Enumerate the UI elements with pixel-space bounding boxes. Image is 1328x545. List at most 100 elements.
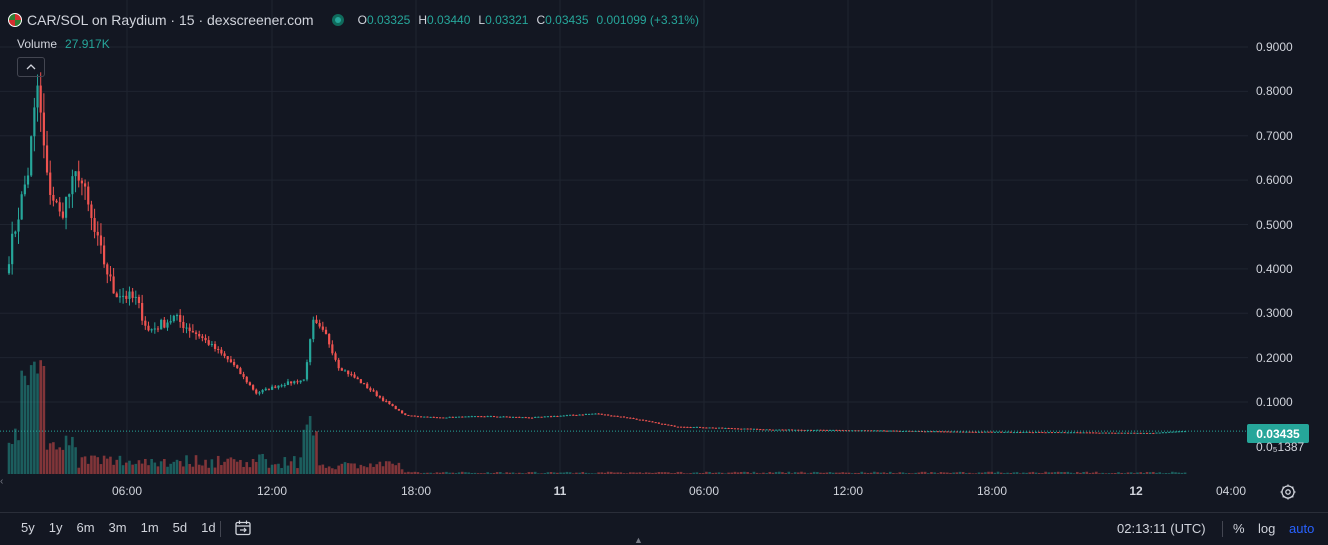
candle-body xyxy=(400,410,404,414)
volume-bar xyxy=(1129,472,1133,474)
candle-body xyxy=(1092,432,1095,434)
candle-body xyxy=(790,429,794,431)
chart-settings-icon[interactable] xyxy=(1279,483,1297,501)
collapse-legend-button[interactable] xyxy=(17,57,45,77)
candle-body xyxy=(996,431,1000,433)
volume-bar xyxy=(746,471,749,474)
candle-body xyxy=(794,429,797,431)
volume-bar xyxy=(692,472,696,474)
candle-body xyxy=(568,414,572,416)
candle-body xyxy=(698,426,702,428)
volume-bar xyxy=(210,459,214,474)
volume-bar xyxy=(968,472,971,474)
price-chart[interactable] xyxy=(0,0,1248,474)
volume-bar xyxy=(346,463,350,474)
volume-bar xyxy=(403,472,407,474)
volume-bar xyxy=(971,473,974,474)
candle-body xyxy=(1054,432,1057,434)
candle-body xyxy=(217,348,220,350)
low-key: L xyxy=(478,13,486,27)
percent-scale-toggle[interactable]: % xyxy=(1233,521,1245,536)
volume-bar xyxy=(258,454,261,474)
candle-body xyxy=(156,328,160,330)
volume-bar xyxy=(828,471,832,474)
volume-bar xyxy=(806,473,810,474)
volume-bar xyxy=(898,472,902,474)
volume-bar xyxy=(711,472,715,474)
volume-bar xyxy=(305,424,309,474)
candle-body xyxy=(752,428,756,430)
candle-body xyxy=(413,415,416,417)
volume-bar xyxy=(854,472,857,474)
volume-bar xyxy=(299,457,302,474)
price-axis-label: 0.7000 xyxy=(1256,128,1293,143)
log-scale-toggle[interactable]: log xyxy=(1258,521,1276,536)
volume-bar xyxy=(587,473,591,474)
timeframe-1d-button[interactable]: 1d xyxy=(201,520,216,535)
auto-scale-toggle[interactable]: auto xyxy=(1289,521,1315,536)
chart-area[interactable] xyxy=(0,0,1248,474)
volume-bar xyxy=(622,473,626,474)
time-axis-label: 12:00 xyxy=(256,484,288,498)
timeframe-1y-button[interactable]: 1y xyxy=(48,520,63,535)
candle-body xyxy=(841,430,844,432)
volume-bar xyxy=(451,472,455,474)
timeframe-1m-button[interactable]: 1m xyxy=(140,520,159,535)
candle-body xyxy=(740,428,743,430)
candle-body xyxy=(832,429,835,431)
utc-clock[interactable]: 02:13:11 (UTC) xyxy=(1117,521,1206,536)
candle-body xyxy=(312,319,315,340)
price-axis-label: 0.1000 xyxy=(1256,395,1293,409)
candle-body xyxy=(702,427,705,429)
volume-bar xyxy=(812,471,816,474)
volume-bar xyxy=(223,461,226,474)
volume-bar xyxy=(565,471,569,474)
candle-body xyxy=(705,427,708,429)
candle-body xyxy=(144,320,147,326)
timeframe-6m-button[interactable]: 6m xyxy=(76,520,95,535)
price-axis-label: 0.5000 xyxy=(1256,217,1293,232)
timeframe-5d-button[interactable]: 5d xyxy=(172,520,188,535)
volume-bar xyxy=(679,471,683,474)
candle-body xyxy=(933,431,936,433)
candle-body xyxy=(565,415,569,417)
candle-body xyxy=(404,413,407,415)
volume-bar xyxy=(825,472,829,474)
timeframe-3m-button[interactable]: 3m xyxy=(108,520,127,535)
volume-bar xyxy=(153,462,157,474)
volume-bar xyxy=(296,468,299,474)
volume-bar xyxy=(61,449,65,474)
volume-bar xyxy=(670,473,673,474)
volume-bar xyxy=(581,471,585,474)
volume-bar xyxy=(207,467,211,474)
volume-bar xyxy=(907,473,911,474)
candle-body xyxy=(588,413,591,415)
volume-bar xyxy=(273,464,277,474)
candle-body xyxy=(109,274,112,277)
volume-bar xyxy=(847,472,851,474)
volume-bar xyxy=(1167,473,1171,474)
volume-bar xyxy=(914,472,917,474)
candle-body xyxy=(480,416,483,418)
calendar-range-icon[interactable] xyxy=(234,519,252,537)
volume-bar xyxy=(384,461,388,474)
candle-body xyxy=(635,418,638,420)
volume-bar xyxy=(920,471,924,474)
volume-bar xyxy=(1101,472,1104,474)
expand-panel-icon[interactable]: ▲ xyxy=(634,535,643,545)
candle-body xyxy=(562,415,565,417)
volume-bar xyxy=(1120,472,1123,474)
candle-body xyxy=(664,423,667,425)
volume-bar xyxy=(1104,473,1108,474)
candle-body xyxy=(343,370,347,372)
volume-bar xyxy=(888,471,892,474)
candle-body xyxy=(489,416,492,418)
timeframe-5y-button[interactable]: 5y xyxy=(21,520,35,535)
candle-body xyxy=(683,426,686,428)
scroll-left-icon[interactable]: ‹ xyxy=(0,476,4,487)
volume-bar xyxy=(952,472,955,474)
candle-body xyxy=(873,430,876,432)
volume-bar xyxy=(965,473,968,474)
candle-body xyxy=(277,385,280,388)
volume-bar xyxy=(1047,472,1051,474)
